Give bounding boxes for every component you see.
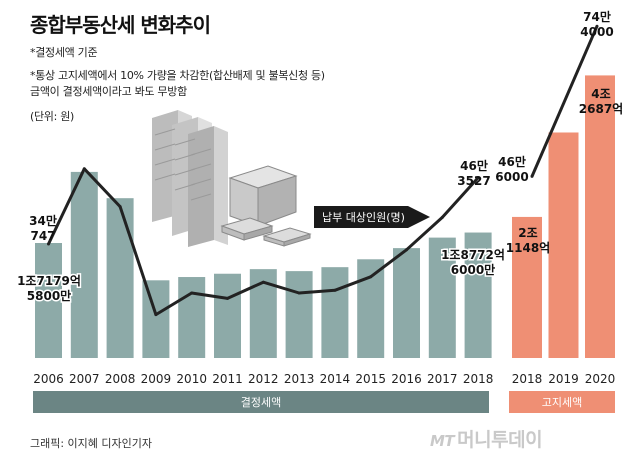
xtick-decided-2011: 2011 [212,372,243,386]
point-people-2010 [190,291,194,295]
logo-mt: MT [430,432,455,450]
point-people-2008 [118,205,122,209]
point-people-2007 [82,167,86,171]
group-band-decided-label: 결정세액 [241,396,281,409]
xtick-notice-2019: 2019 [548,372,579,386]
bar-decided-2006 [35,243,62,358]
point-people-2006 [47,242,50,246]
point-people-notice-2018 [530,174,534,178]
xtick-decided-2013: 2013 [284,372,315,386]
xtick-decided-2012: 2012 [248,372,279,386]
label-people-2006-line1: 34만 [29,213,57,228]
bar-decided-2013 [285,271,313,358]
bar-decided-2015 [357,259,385,358]
xtick-decided-2009: 2009 [141,372,172,386]
group-band-notice [509,391,615,413]
xtick-decided-2014: 2014 [320,372,351,386]
buildings-and-money-illustration [152,110,312,247]
bar-decided-2014 [321,267,349,358]
graphic-credit: 그래픽: 이지혜 디자인기자 [30,437,153,450]
note-deduction: *통상 고지세액에서 10% 가량을 차감한(합산배제 및 불복신청 등) [30,69,325,82]
bar-decided-2007 [70,171,98,358]
bar-decided-2017 [428,237,456,358]
xtick-decided-2017: 2017 [427,372,458,386]
point-people-2018 [476,176,480,180]
label-amount-2018-line2: 6000만 [451,262,495,277]
label-people-2020-line2: 4000 [580,25,613,39]
label-people-2020-line1: 74만 [583,9,611,24]
people-callout: 납부 대상인원(명) [314,206,430,228]
logo-name: 머니투데이 [457,429,543,451]
chart-title: 종합부동산세 변화추이 [30,13,211,37]
publisher-logo: MT 머니투데이 [430,425,543,452]
point-people-2009 [154,313,158,317]
bar-decided-2016 [393,248,420,358]
label-amount-2006-line1: 1조7179억 [17,274,81,288]
group-band-decided [33,391,489,413]
bar-decided-2009 [142,280,170,358]
group-band-notice-label: 고지세액 [542,396,582,409]
xtick-decided-2016: 2016 [391,372,422,386]
bar-decided-2011 [214,273,241,358]
point-people-2012 [261,280,265,284]
label-amount-2018n-line2: 1148억 [506,241,550,255]
label-amount-2006-line2: 5800만 [27,288,71,303]
point-people-2014 [333,288,337,292]
label-amount-2018n-line1: 2조 [518,226,537,240]
bar-notice-2019 [548,132,579,358]
label-people-2018-line1: 46만 [460,158,488,173]
xtick-notice-2020: 2020 [585,372,616,386]
bar-notice-2018 [512,216,542,358]
point-people-2013 [297,291,301,295]
note-basis: *결정세액 기준 [30,46,98,59]
xtick-decided-2006: 2006 [33,372,64,386]
point-people-2016 [405,248,408,252]
point-people-2015 [369,275,373,279]
point-people-2011 [226,296,229,300]
xtick-decided-2018: 2018 [463,372,494,386]
xtick-decided-2007: 2007 [69,372,100,386]
label-amount-2020-line2: 2687억 [579,102,623,116]
xtick-decided-2015: 2015 [355,372,386,386]
xtick-decided-2010: 2010 [176,372,207,386]
point-people-notice-2020 [595,24,599,28]
bar-decided-2010 [178,277,206,358]
label-people-2018-line2: 3527 [457,174,490,188]
label-amount-2018-line1: 1조8772억 [441,248,505,262]
label-people-2006-line2: 747 [30,229,55,243]
label-amount-2020-line1: 4조 [591,87,610,101]
bar-notice-2020 [585,75,615,358]
callout-label: 납부 대상인원(명) [322,211,405,224]
xtick-decided-2008: 2008 [105,372,136,386]
bar-decided-2008 [106,198,134,358]
label-people-2018n-line1: 46만 [498,154,526,169]
xtick-notice-2018: 2018 [512,372,543,386]
note-unit: (단위: 원) [30,110,75,123]
label-people-2018n-line2: 6000 [495,170,528,184]
bar-decided-2018 [464,232,492,358]
point-people-2017 [440,215,444,219]
line-people-notice [530,25,599,177]
note-deduction-cont: 금액이 결정세액이라고 봐도 무방함 [30,85,187,98]
